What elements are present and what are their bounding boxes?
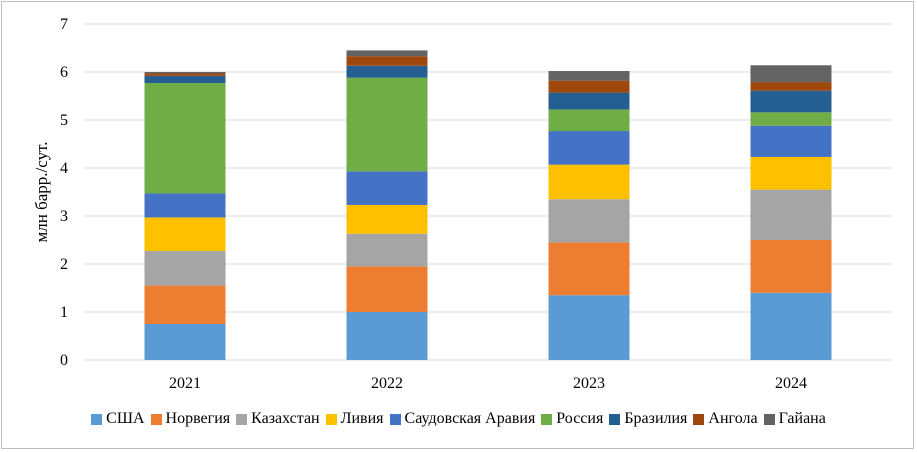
legend-swatch bbox=[693, 413, 705, 425]
y-axis-label: млн барр./сут. bbox=[32, 142, 51, 243]
legend-swatch bbox=[150, 413, 162, 425]
bar-2023-series-5 bbox=[548, 109, 630, 132]
y-tick-label: 0 bbox=[60, 352, 68, 369]
bar-2022-series-8 bbox=[346, 50, 428, 57]
y-tick-label: 4 bbox=[60, 160, 68, 177]
legend-item: Бразилия bbox=[609, 410, 687, 428]
y-tick-label: 5 bbox=[60, 112, 68, 129]
bar-2022-series-2 bbox=[346, 233, 428, 267]
legend-swatch bbox=[541, 413, 553, 425]
y-tick-label: 3 bbox=[60, 208, 68, 225]
legend-label: Норвегия bbox=[165, 410, 231, 427]
legend-swatch bbox=[389, 413, 401, 425]
bar-2021-series-2 bbox=[144, 251, 226, 286]
bar-2022-series-7 bbox=[346, 56, 428, 66]
legend-label: Бразилия bbox=[624, 410, 688, 427]
y-tick-label: 1 bbox=[60, 304, 68, 321]
legend-label: США bbox=[106, 410, 145, 427]
bar-2022-series-5 bbox=[346, 77, 428, 172]
x-axis-ticks: 2021 2022 2023 2024 bbox=[169, 375, 807, 392]
bar-2021-series-7 bbox=[144, 73, 226, 76]
legend-swatch bbox=[236, 413, 248, 425]
bar-2021-series-8 bbox=[144, 72, 226, 74]
legend-item: Казахстан bbox=[236, 410, 320, 428]
bar-2023-series-2 bbox=[548, 199, 630, 243]
legend-swatch bbox=[763, 413, 775, 425]
x-tick-label: 2023 bbox=[573, 375, 605, 392]
legend-item: Россия bbox=[541, 410, 603, 428]
bar-2023-series-7 bbox=[548, 80, 630, 93]
bar-2021-series-6 bbox=[144, 75, 226, 84]
bar-2024-series-2 bbox=[750, 189, 832, 240]
legend-swatch bbox=[325, 413, 337, 425]
bar-2023-series-1 bbox=[548, 242, 630, 296]
bar-2023-series-0 bbox=[548, 295, 630, 360]
x-tick-label: 2022 bbox=[371, 375, 403, 392]
bar-2024-series-0 bbox=[750, 292, 832, 360]
y-axis-ticks: 0 1 2 3 4 5 6 7 bbox=[60, 16, 68, 369]
y-tick-label: 6 bbox=[60, 64, 68, 81]
legend: США Норвегия Казахстан Ливия Саудовская Арав… bbox=[0, 410, 917, 428]
legend-label: Россия bbox=[556, 410, 604, 427]
bar-2024-series-8 bbox=[750, 65, 832, 83]
legend-label: Ливия bbox=[340, 410, 384, 427]
bar-2024-series-1 bbox=[750, 240, 832, 293]
bar-2023-series-4 bbox=[548, 131, 630, 165]
legend-item: Гайана bbox=[763, 410, 826, 428]
legend-label: Казахстан bbox=[251, 410, 320, 427]
legend-item: Ливия bbox=[325, 410, 384, 428]
bar-2021-series-5 bbox=[144, 83, 226, 194]
legend-item: Саудовская Аравия bbox=[389, 410, 536, 428]
y-tick-label: 2 bbox=[60, 256, 68, 273]
bar-2022-series-6 bbox=[346, 65, 428, 78]
bar-2024-series-6 bbox=[750, 90, 832, 113]
legend-label: Гайана bbox=[778, 410, 826, 427]
bar-2024-series-3 bbox=[750, 156, 832, 190]
bar-2021-series-3 bbox=[144, 217, 226, 252]
bar-2021-series-1 bbox=[144, 285, 226, 324]
legend-label: Саудовская Аравия bbox=[404, 410, 536, 427]
x-tick-label: 2024 bbox=[775, 375, 807, 392]
bar-2024-series-4 bbox=[750, 125, 832, 157]
y-tick-label: 7 bbox=[60, 16, 68, 33]
bars bbox=[144, 50, 832, 360]
bar-2024-series-7 bbox=[750, 82, 832, 91]
legend-swatch bbox=[609, 413, 621, 425]
bar-2023-series-8 bbox=[548, 71, 630, 81]
bar-2022-series-4 bbox=[346, 171, 428, 205]
bar-2023-series-6 bbox=[548, 92, 630, 110]
bar-2022-series-1 bbox=[346, 266, 428, 312]
legend-label: Ангола bbox=[708, 410, 758, 427]
bar-2021-series-4 bbox=[144, 193, 226, 218]
legend-item: США bbox=[91, 410, 145, 428]
legend-item: Норвегия bbox=[150, 410, 231, 428]
legend-swatch bbox=[91, 413, 103, 425]
bar-2021-series-0 bbox=[144, 324, 226, 360]
bar-2022-series-0 bbox=[346, 312, 428, 360]
bar-2023-series-3 bbox=[548, 164, 630, 200]
bar-2024-series-5 bbox=[750, 112, 832, 126]
x-tick-label: 2021 bbox=[169, 375, 201, 392]
bar-2022-series-3 bbox=[346, 204, 428, 234]
legend-item: Ангола bbox=[693, 410, 758, 428]
